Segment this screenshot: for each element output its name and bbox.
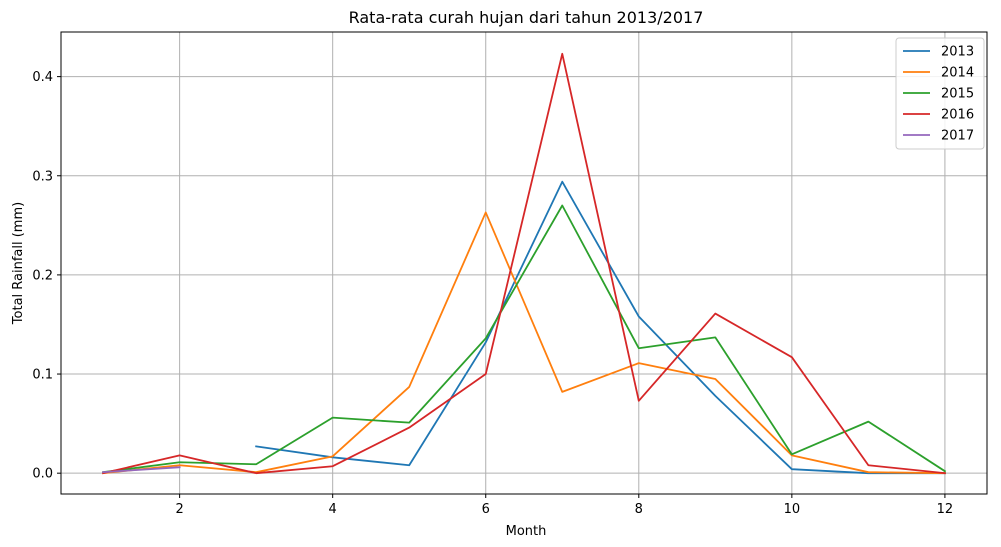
x-tick-label: 4 (329, 502, 337, 517)
x-axis-label: Month (506, 524, 547, 539)
plot-frame (60, 31, 988, 495)
series-line-2016 (102, 52, 946, 475)
x-tick-label: 10 (784, 502, 801, 517)
y-tick-label: 0.4 (32, 70, 53, 85)
y-axis-label: Total Rainfall (mm) (11, 202, 26, 325)
series-lines (102, 52, 947, 475)
series-line-2015 (102, 204, 947, 474)
legend-label-2015: 2015 (941, 87, 974, 102)
y-tick-label: 0.0 (32, 467, 53, 482)
legend-box (895, 37, 985, 150)
y-tick-label: 0.3 (32, 169, 53, 184)
series-line-2013 (255, 180, 946, 475)
chart-title: Rata-rata curah hujan dari tahun 2013/20… (349, 8, 704, 27)
series-line-2017 (102, 466, 181, 474)
legend-label-2016: 2016 (941, 108, 974, 123)
legend-label-2017: 2017 (941, 129, 974, 144)
y-tick-label: 0.2 (32, 268, 53, 283)
y-tick-label: 0.1 (32, 368, 53, 383)
legend-label-2013: 2013 (941, 45, 974, 60)
legend: 2013 2014 2015 2016 2017 (895, 37, 985, 150)
x-axis-ticks: 2 4 6 8 10 12 (175, 494, 953, 517)
x-tick-label: 6 (482, 502, 490, 517)
x-tick-label: 8 (635, 502, 643, 517)
legend-label-2014: 2014 (941, 66, 974, 81)
x-tick-label: 12 (937, 502, 954, 517)
y-axis-ticks: 0.0 0.1 0.2 0.3 0.4 (32, 70, 61, 482)
x-tick-label: 2 (175, 502, 183, 517)
